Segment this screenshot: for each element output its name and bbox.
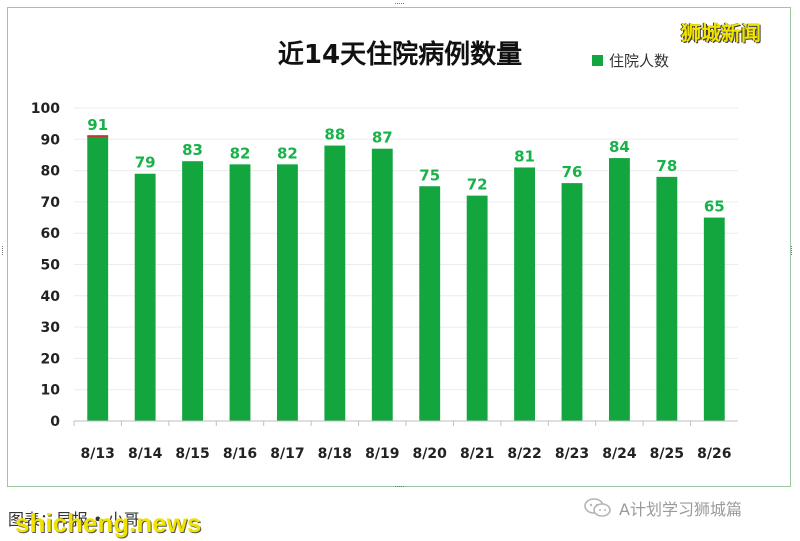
data-label: 82 (230, 144, 251, 162)
data-label: 84 (609, 138, 630, 156)
resize-handle-top[interactable] (395, 3, 404, 7)
data-label: 83 (182, 141, 203, 159)
y-tick-label: 50 (41, 258, 61, 274)
data-label: 78 (656, 157, 677, 175)
x-tick-label: 8/22 (507, 446, 541, 462)
brand-logo-text: 狮城新闻 (681, 21, 761, 45)
bar (419, 186, 441, 421)
x-tick-label: 8/21 (460, 446, 494, 462)
y-tick-label: 70 (41, 195, 61, 211)
legend: 住院人数 (592, 50, 669, 71)
bar (466, 195, 488, 421)
bar (608, 158, 630, 421)
bar (656, 176, 678, 421)
resize-handle-right[interactable] (791, 246, 795, 255)
bar (182, 161, 204, 421)
x-tick-label: 8/18 (318, 446, 352, 462)
data-label: 75 (419, 166, 440, 184)
wechat-icon (583, 497, 613, 519)
y-tick-label: 40 (41, 289, 61, 305)
data-label: 65 (704, 198, 725, 216)
resize-handle-left[interactable] (2, 246, 6, 255)
account-tag: A计划学习狮城篇 (583, 496, 742, 520)
data-label: 81 (514, 147, 535, 165)
x-tick-label: 8/19 (365, 446, 399, 462)
bar (229, 164, 251, 421)
legend-swatch (592, 55, 603, 66)
x-tick-label: 8/24 (602, 446, 637, 462)
y-tick-label: 60 (41, 226, 61, 242)
x-tick-label: 8/14 (128, 446, 163, 462)
data-label: 87 (372, 129, 393, 147)
chart-title: 近14天住院病例数量 (277, 40, 523, 70)
resize-handle-bottom[interactable] (395, 486, 404, 490)
bar (514, 167, 536, 421)
x-tick-label: 8/26 (697, 446, 731, 462)
y-tick-label: 90 (41, 132, 61, 148)
legend-label: 住院人数 (609, 52, 670, 70)
y-tick-label: 10 (41, 383, 61, 399)
account-name: A计划学习狮城篇 (619, 500, 742, 519)
data-label: 91 (87, 116, 108, 134)
bar (561, 183, 583, 421)
x-tick-label: 8/17 (270, 446, 304, 462)
x-tick-label: 8/23 (555, 446, 589, 462)
source-credit: 图表：早报 • 小哥 (8, 510, 140, 529)
y-tick-label: 80 (41, 164, 61, 180)
data-label: 76 (562, 163, 583, 181)
x-tick-label: 8/20 (413, 446, 448, 462)
y-tick-label: 100 (31, 101, 60, 117)
x-tick-label: 8/15 (175, 446, 209, 462)
bar (87, 136, 109, 422)
bar (134, 173, 156, 421)
x-tick-label: 8/25 (650, 446, 684, 462)
bar-highlight (87, 135, 109, 138)
watermark-text: shicheng.news (15, 508, 202, 538)
y-tick-label: 0 (50, 414, 60, 430)
x-tick-label: 8/13 (81, 446, 115, 462)
data-label: 88 (324, 126, 345, 144)
y-tick-label: 30 (41, 320, 61, 336)
data-label: 72 (467, 176, 488, 194)
bar (371, 148, 393, 421)
bar (703, 217, 725, 421)
data-label: 79 (135, 154, 156, 172)
x-tick-label: 8/16 (223, 446, 257, 462)
bar (276, 164, 298, 421)
data-label: 82 (277, 144, 298, 162)
y-tick-label: 20 (41, 351, 61, 367)
bar (324, 145, 346, 421)
